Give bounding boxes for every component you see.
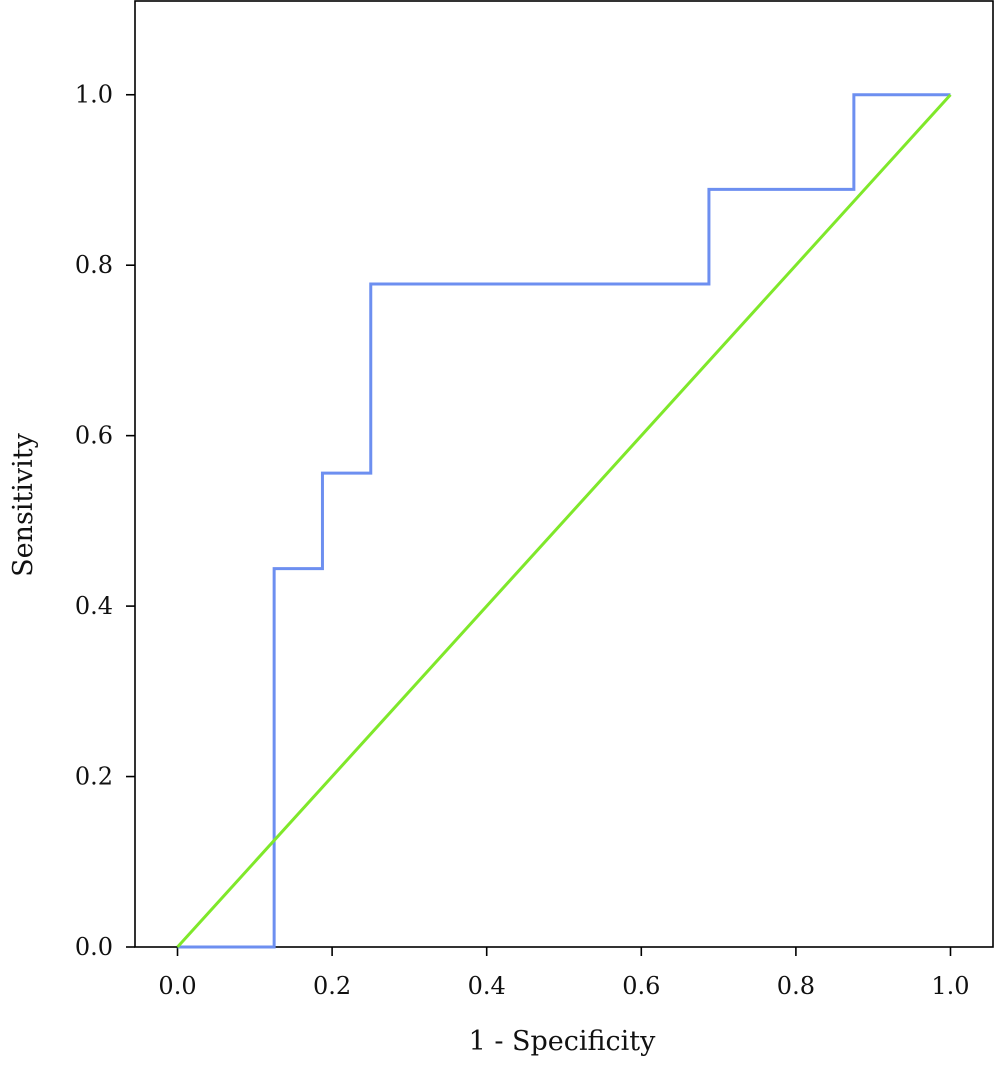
y-tick-label: 0.6 <box>75 422 113 450</box>
x-axis: 0.0 0.2 0.4 0.6 0.8 1.0 <box>158 947 970 1000</box>
y-tick-label: 0.4 <box>75 592 113 620</box>
y-tick-label: 0.2 <box>75 763 113 791</box>
x-tick-label: 1.0 <box>931 972 969 1000</box>
y-tick-label: 0.8 <box>75 251 113 279</box>
x-tick-label: 0.4 <box>468 972 506 1000</box>
x-axis-label: 1 - Specificity <box>469 1026 657 1057</box>
x-tick-label: 0.8 <box>777 972 815 1000</box>
roc-curve-line <box>177 93 951 949</box>
plot-frame <box>134 0 994 948</box>
x-tick-label: 0.2 <box>313 972 351 1000</box>
y-tick-label: 0.0 <box>75 933 113 961</box>
y-axis: 0.0 0.2 0.4 0.6 0.8 1.0 <box>75 81 135 961</box>
x-tick-label: 0.6 <box>622 972 660 1000</box>
y-axis-label: Sensitivity <box>8 432 39 577</box>
series-layer <box>176 93 952 949</box>
y-tick-label: 1.0 <box>75 81 113 109</box>
x-tick-label: 0.0 <box>158 972 196 1000</box>
reference-diagonal-line <box>176 93 952 949</box>
